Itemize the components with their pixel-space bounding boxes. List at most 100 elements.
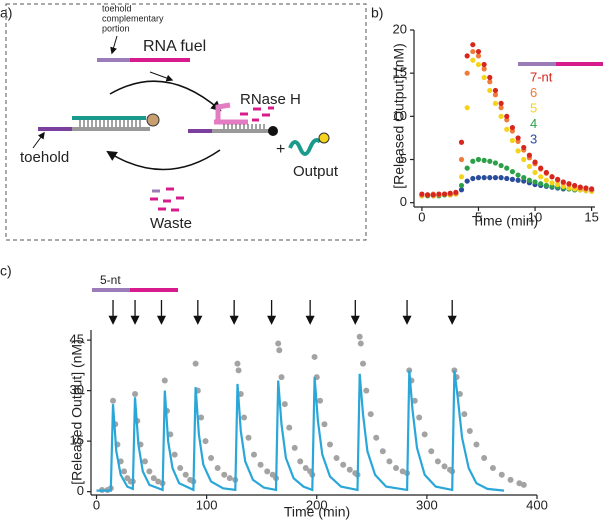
data-point [458, 187, 465, 193]
data-point [333, 454, 340, 461]
y-tick-label: 15 [393, 65, 407, 80]
legend-label: 5 [530, 100, 537, 115]
data-point [532, 179, 538, 185]
y-axis-label: [Released Output] (nM) [69, 339, 85, 485]
data-point [428, 448, 435, 455]
data-point [464, 178, 470, 184]
data-point [234, 360, 241, 367]
data-point [515, 172, 521, 178]
data-point [481, 454, 488, 461]
data-point [441, 191, 448, 197]
data-point [498, 100, 504, 106]
data-point [447, 190, 453, 196]
fluorophore [318, 132, 330, 144]
data-point [498, 105, 504, 111]
data-point [281, 401, 288, 408]
data-point [436, 191, 442, 197]
enzyme-label: RNase H [240, 91, 301, 108]
data-point [549, 174, 555, 180]
data-point [538, 165, 544, 171]
base-pairs [223, 124, 265, 129]
fuel-strand [214, 102, 248, 125]
data-point [487, 79, 493, 85]
data-point [560, 179, 566, 185]
data-point [555, 181, 561, 188]
data-point [346, 466, 353, 473]
data-point [386, 458, 393, 465]
legend-label: 4 [530, 116, 537, 131]
data-point [492, 160, 499, 166]
legend-label: 6 [530, 85, 537, 100]
data-point [566, 181, 572, 187]
data-point [498, 113, 504, 119]
data-point [363, 387, 370, 394]
data-point [481, 175, 487, 181]
data-point [515, 177, 521, 183]
data-point [257, 461, 264, 468]
chart: c) 0 100 200 300 400 0 15 30 45 Time (min) [Release… [0, 263, 548, 520]
data-point [532, 169, 538, 176]
x-axis-label: Time (min) [472, 213, 538, 229]
data-point [419, 191, 425, 197]
data-point [526, 152, 532, 158]
end-dot [268, 126, 278, 136]
y-tick-label: 10 [393, 108, 407, 123]
data-point [492, 87, 499, 94]
data-point [470, 57, 476, 63]
data-point [470, 175, 476, 182]
data-point [464, 105, 470, 111]
x-tick-label: 400 [526, 497, 548, 512]
data-point [543, 182, 549, 189]
data-point [146, 468, 153, 475]
data-point [509, 169, 516, 175]
data-point [276, 347, 283, 354]
data-point [458, 174, 465, 180]
x-tick-label: 300 [416, 497, 438, 512]
data-point [589, 186, 595, 192]
panel-label: b) [371, 5, 383, 21]
data-point [411, 397, 418, 404]
data-point [286, 424, 293, 431]
x-axis-label: Time (min) [284, 504, 350, 520]
data-point [504, 175, 510, 182]
data-point [458, 182, 465, 189]
data-point [245, 434, 252, 441]
data-point [275, 340, 282, 347]
waste-label: Waste [150, 215, 192, 232]
cycle-arrow [106, 149, 221, 171]
data-point [198, 414, 205, 421]
data-point [421, 431, 428, 438]
model-line [96, 370, 505, 492]
data-point [182, 471, 189, 478]
x-tick-label: 10 [528, 209, 542, 224]
note: complementary [102, 13, 164, 23]
y-tick-label: 20 [393, 21, 407, 36]
data-point [235, 367, 242, 374]
data-point [543, 177, 549, 183]
y-tick-label: 45 [70, 332, 84, 347]
data-point [489, 465, 496, 472]
x-tick-label: 100 [196, 497, 218, 512]
data-point [226, 475, 233, 482]
data-point [464, 165, 470, 171]
pointer [32, 131, 45, 149]
data-point [498, 471, 505, 478]
data-point [393, 465, 400, 472]
data-point [121, 468, 128, 475]
plus: + [276, 141, 285, 158]
data-point [538, 174, 544, 180]
y-tick-label: 0 [400, 194, 407, 209]
chart: b) 0 5 10 15 0 5 10 15 20 Time (min) [Released Outp… [371, 5, 599, 229]
data-point [464, 53, 470, 59]
data-point [208, 454, 215, 461]
data-point [416, 414, 423, 421]
data-point [475, 53, 482, 59]
y-axis-label: [Released Output] (nM) [391, 43, 407, 189]
x-tick-label: 15 [584, 209, 598, 224]
data-point [424, 192, 431, 198]
data-point [458, 156, 465, 163]
data-point [367, 411, 374, 418]
data-point [521, 156, 527, 163]
